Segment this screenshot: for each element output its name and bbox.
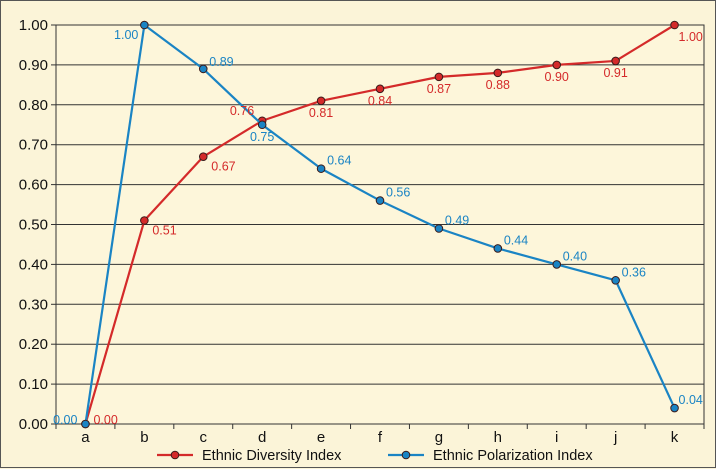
legend-marker-ethnic-polarization-index [401,450,411,460]
ethnic-polarization-index-data-label: 0.56 [386,186,410,200]
legend-label-ethnic-polarization-index: Ethnic Polarization Index [433,448,593,464]
y-tick-label: 0.60 [19,177,48,194]
ethnic-diversity-index-data-label: 0.87 [427,82,451,96]
ethnic-polarization-index-point [81,419,90,429]
y-tick-label: 0.70 [19,137,48,154]
ethnic-diversity-index-point [198,152,208,161]
y-tick-label: 0.90 [19,57,48,74]
ethnic-polarization-index-point [552,260,562,269]
ethnic-diversity-index-point [493,68,503,78]
ethnic-diversity-index-point [670,20,679,30]
axis-layer: 0.00 0.10 0.20 0.30 0.40 0.50 0.60 0.70 0.80 0.90… [19,17,705,446]
ethnic-diversity-index-point [316,96,326,106]
legend: Ethnic Diversity Index Ethnic Polarizatio… [157,448,593,464]
ethnic-diversity-index-data-label: 0.90 [545,70,569,84]
x-tick-label: j [613,429,617,446]
y-tick-label: 0.80 [19,97,48,114]
ethnic-polarization-index-data-label: 0.36 [622,265,646,279]
ethnic-polarization-index-data-label: 0.89 [209,55,233,69]
ethnic-polarization-index-data-label: 0.40 [563,249,587,263]
ethnic-diversity-index-data-label: 0.76 [230,104,254,118]
ethnic-polarization-index-point [140,20,149,30]
ethnic-diversity-index-point [611,56,620,66]
ethnic-diversity-index-data-label: 1.00 [679,30,703,44]
x-tick-label: f [378,429,383,446]
y-tick-label: 0.50 [19,217,48,234]
ethnic-diversity-index-data-label: 0.00 [93,413,117,427]
ethnic-polarization-index-data-label: 0.04 [679,393,703,407]
ethnic-polarization-index-data-label: 0.44 [504,233,528,247]
ethnic-diversity-index-data-label: 0.51 [152,224,176,238]
ethnic-polarization-index-point [493,244,503,253]
y-tick-label: 0.20 [19,336,48,353]
ethnic-polarization-index-data-label: 0.00 [53,413,77,427]
x-tick-label: h [494,429,502,446]
legend-label-ethnic-diversity-index: Ethnic Diversity Index [202,448,342,464]
y-tick-label: 1.00 [19,17,48,34]
ethnic-polarization-index-point [434,224,444,233]
ethnic-diversity-index-data-label: 0.84 [368,94,392,108]
ethnic-polarization-index-point [198,64,208,74]
ethnic-polarization-index-point [611,276,620,285]
ethnic-diversity-index-data-label: 0.67 [211,160,235,174]
ethnic-polarization-index-data-label: 0.49 [445,213,469,227]
ethnic-polarization-index-point [257,120,267,130]
y-tick-label: 0.00 [19,416,48,433]
x-tick-label: a [81,429,90,446]
data-label-layer: 0.00 0.51 0.67 0.76 0.81 0.84 0.87 0.88 0.90 0.91… [53,28,703,427]
ethnic-diversity-index-data-label: 0.88 [486,78,510,92]
y-tick-label: 0.30 [19,296,48,313]
ethnic-polarization-index-point [375,196,385,205]
ethnic-diversity-index-data-label: 0.91 [603,66,627,80]
series-layer [81,20,679,429]
ethnic-diversity-index-point [552,60,562,70]
x-tick-label: g [435,429,443,446]
ethnic-polarization-index-data-label: 0.75 [250,130,274,144]
ethnic-diversity-index-point [434,72,444,82]
legend-marker-ethnic-diversity-index [170,450,180,460]
ethnic-polarization-index-point [670,403,679,413]
x-tick-label: e [317,429,325,446]
ethnic-polarization-index-point [316,164,326,173]
y-tick-label: 0.40 [19,256,48,273]
ethnic-diversity-index-point [375,84,385,94]
ethnic-polarization-index-data-label: 1.00 [114,28,138,42]
y-tick-label: 0.10 [19,376,48,393]
x-tick-label: d [258,429,266,446]
x-tick-label: k [671,429,679,446]
ethnic-diversity-index-point [140,216,149,225]
x-tick-label: b [140,429,148,446]
x-tick-label: c [200,429,208,446]
ethnic-diversity-index-data-label: 0.81 [309,106,333,120]
x-tick-label: i [555,429,558,446]
ethnic-polarization-index-data-label: 0.64 [327,154,351,168]
